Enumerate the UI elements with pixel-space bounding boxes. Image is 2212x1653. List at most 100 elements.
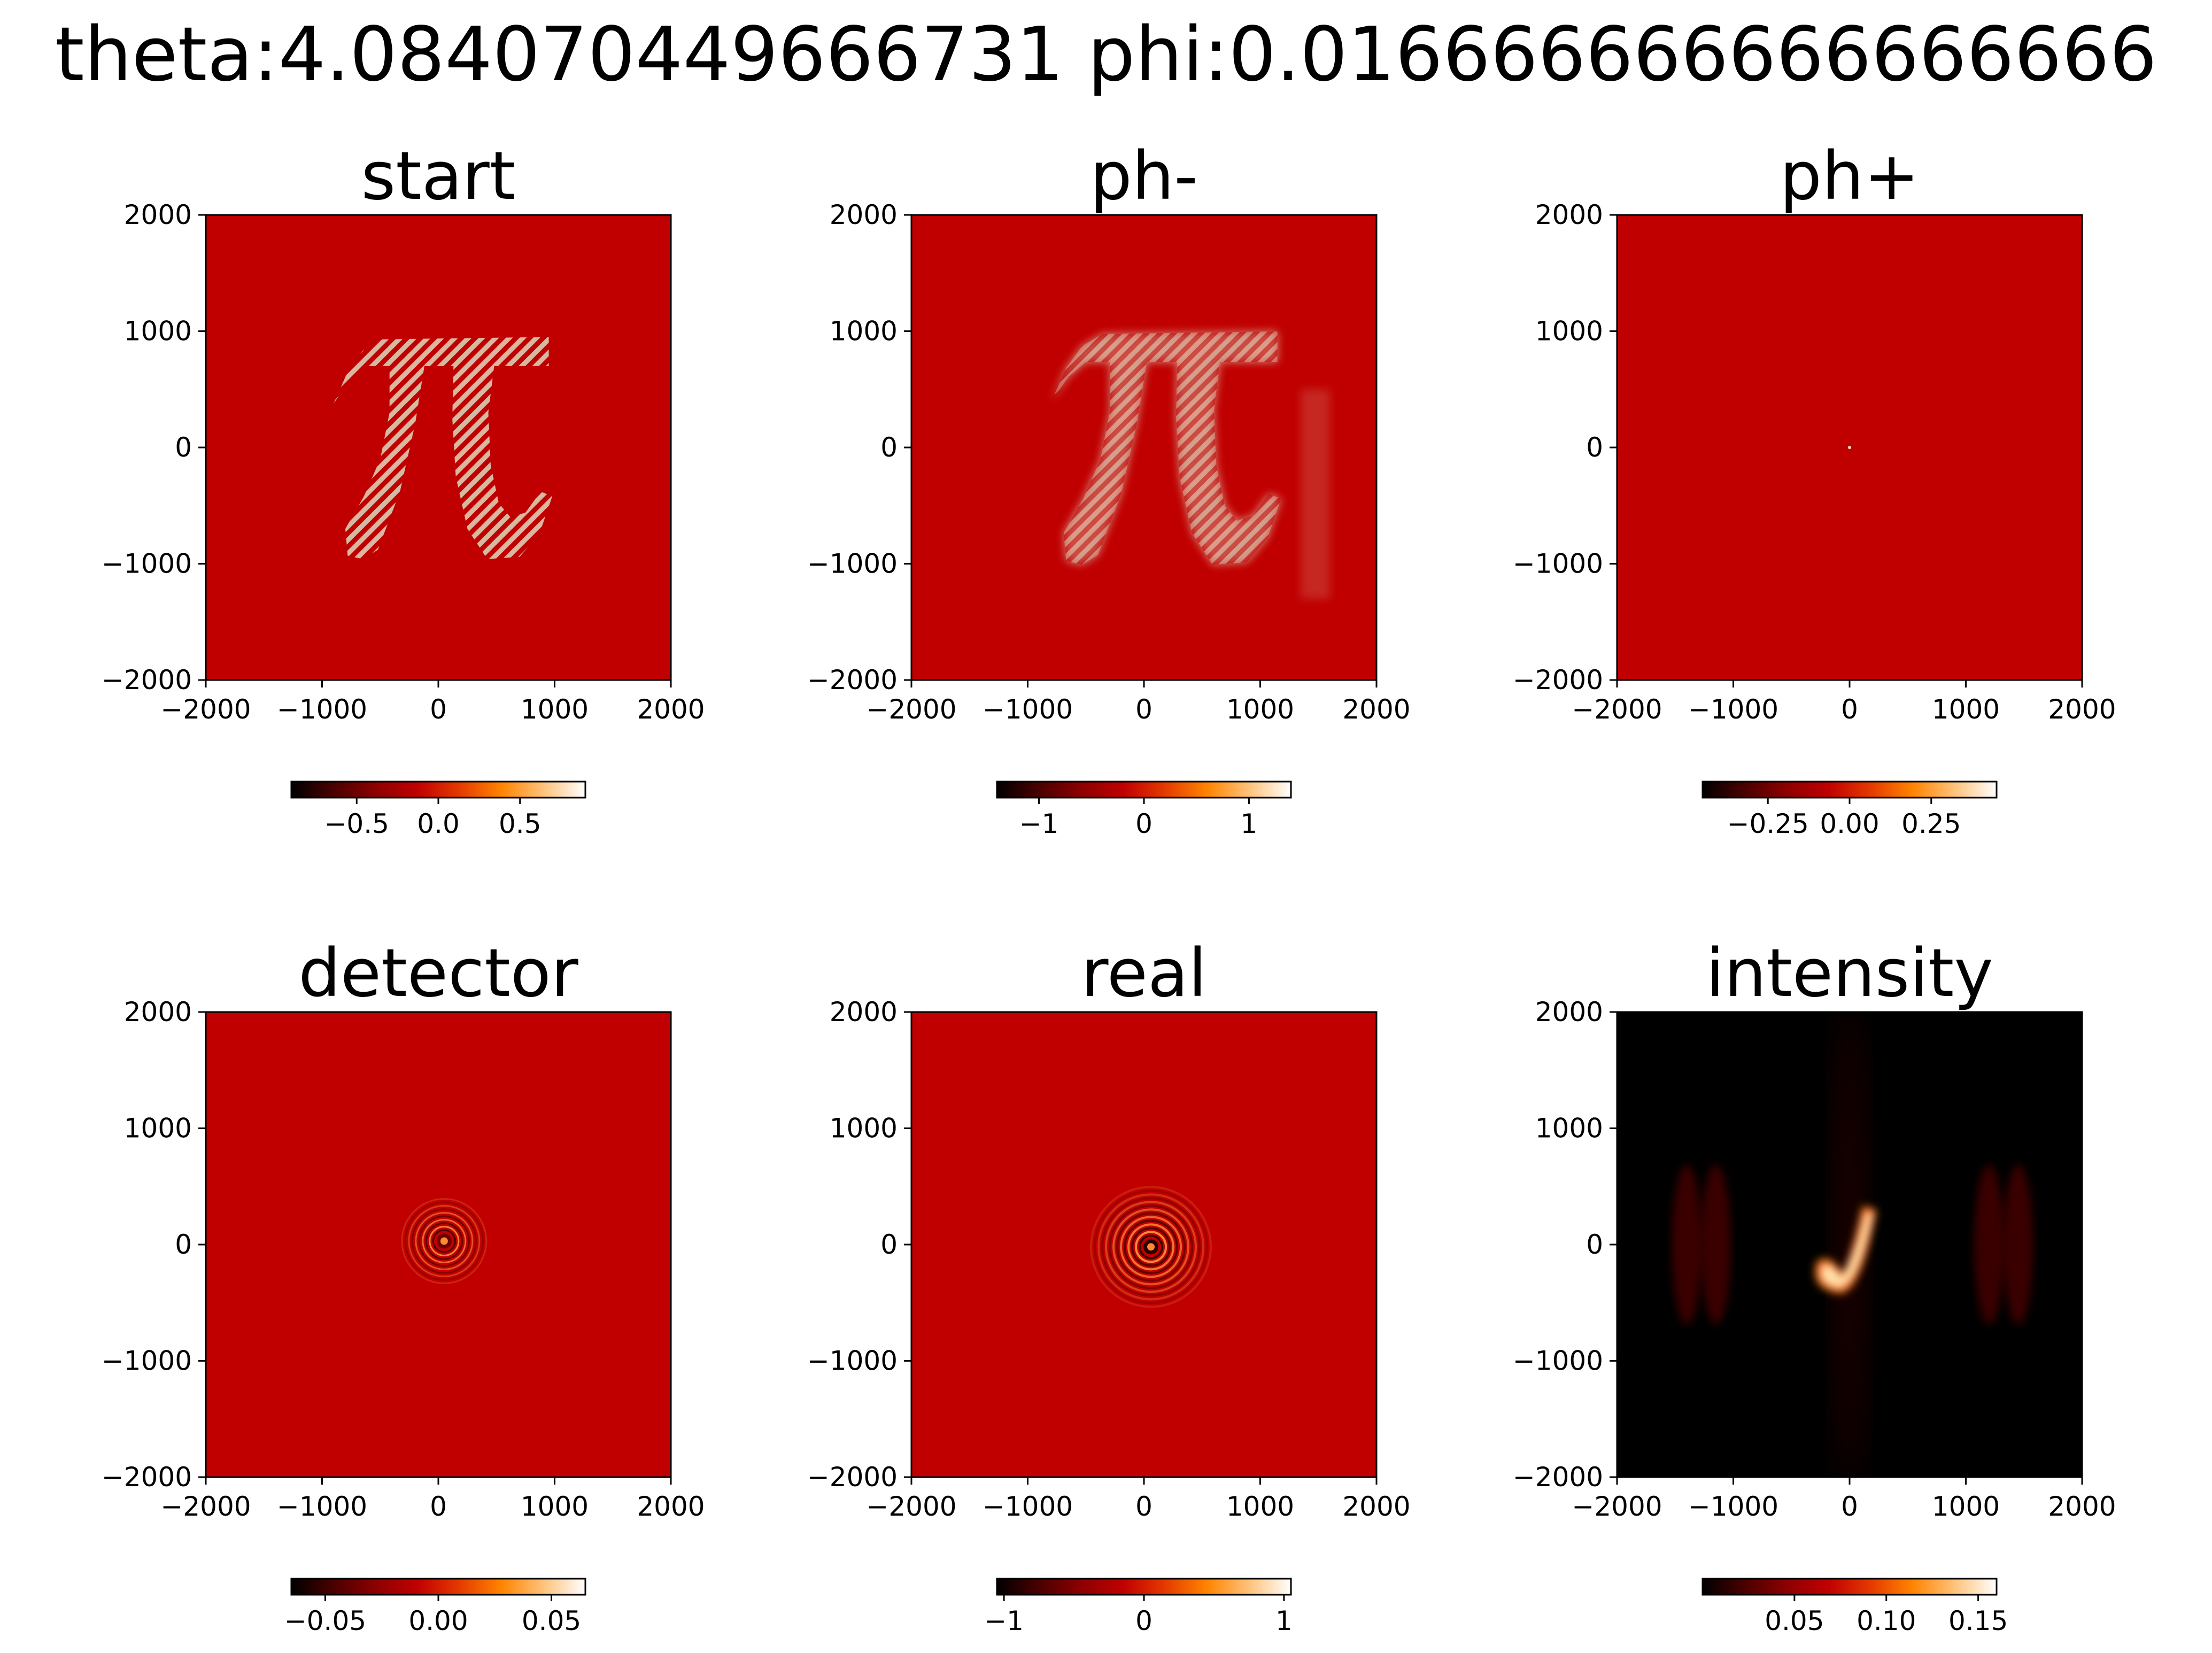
figure-suptitle: theta:4.084070449666731 phi:0.0166666666…	[55, 11, 2157, 98]
y-tick-label: −2000	[102, 1462, 192, 1493]
y-tick-label: 1000	[1535, 1113, 1603, 1144]
colorbar-tick-label: 1	[1275, 1605, 1293, 1636]
side-lobe	[1672, 1164, 1702, 1325]
colorbar-tick-label: 0.10	[1857, 1605, 1916, 1636]
y-tick-label: 0	[1586, 1229, 1603, 1260]
x-tick-label: −2000	[160, 694, 251, 725]
x-tick-label: 2000	[1342, 1491, 1410, 1522]
interference-ring	[1131, 1227, 1171, 1267]
interference-ring	[1139, 1234, 1164, 1260]
x-tick-label: 2000	[637, 1491, 705, 1522]
pi-symbol-hatch	[1051, 331, 1281, 565]
interference-ring	[1135, 1231, 1167, 1263]
interference-ring	[422, 1218, 467, 1263]
interference-ring	[1127, 1223, 1175, 1271]
interference-ring	[1090, 1186, 1212, 1308]
colorbar-tick-label: 0.00	[408, 1605, 468, 1636]
x-tick-label: 0	[430, 694, 447, 725]
colorbar-tick-label: 0.15	[1948, 1605, 2008, 1636]
interference-ring	[1120, 1216, 1182, 1278]
x-tick-label: 1000	[1226, 694, 1294, 725]
interference-ring	[415, 1211, 474, 1270]
y-tick-label: 0	[880, 432, 898, 463]
colorbar-tick-label: 0.5	[499, 808, 542, 839]
colorbar-tick-label: −0.25	[1727, 808, 1809, 839]
interference-ring	[1094, 1189, 1209, 1304]
colorbar-tick-label: 0.25	[1901, 808, 1961, 839]
x-tick-label: 1000	[521, 694, 589, 725]
x-tick-label: −1000	[277, 694, 367, 725]
colorbar-tick-label: 0.05	[522, 1605, 581, 1636]
x-tick-label: 0	[1841, 694, 1858, 725]
ring-core	[1147, 1243, 1155, 1251]
interference-ring	[401, 1198, 488, 1284]
y-tick-label: −2000	[807, 665, 898, 696]
x-tick-label: −2000	[1572, 694, 1662, 725]
intensity-blob	[1815, 1206, 1877, 1294]
heatmap-background	[206, 215, 671, 680]
colorbar-frame	[1701, 1578, 1998, 1596]
pi-symbol	[334, 337, 553, 559]
colorbar-tick-label: −0.05	[284, 1605, 366, 1636]
x-tick-label: 0	[430, 1491, 447, 1522]
x-tick-label: −2000	[866, 694, 956, 725]
y-tick-label: −2000	[1513, 1462, 1603, 1493]
x-tick-label: 2000	[2048, 1491, 2116, 1522]
x-tick-label: −1000	[1688, 1491, 1778, 1522]
colorbar-tick-label: 0.05	[1765, 1605, 1824, 1636]
heatmap-image	[1617, 215, 2082, 680]
panel-start: start −2000 −1000 0 1000 2000 2000 1000 0 −1000 −2…	[102, 138, 705, 839]
y-tick-label: 0	[880, 1229, 898, 1260]
x-tick-label: 0	[1841, 1491, 1858, 1522]
y-tick-label: −2000	[1513, 665, 1603, 696]
heatmap-image	[911, 215, 1376, 680]
panel-title: start	[361, 138, 516, 215]
panel-real: real −2000 −1000 0 1000 2000 2000 1000 0 −1000 −20…	[807, 935, 1411, 1636]
colorbar-tick-label: 1	[1241, 808, 1258, 839]
x-tick-label: 0	[1135, 1491, 1153, 1522]
colorbar-tick-label: 0	[1135, 1605, 1153, 1636]
side-lobe	[1974, 1164, 2004, 1325]
colorbar-tick-label: 0	[1135, 808, 1153, 839]
x-tick-label: 2000	[2048, 694, 2116, 725]
y-tick-label: 0	[1586, 432, 1603, 463]
x-tick-label: −2000	[866, 1491, 956, 1522]
y-tick-label: 2000	[124, 199, 192, 230]
blob-core	[1822, 1213, 1872, 1287]
x-tick-label: 1000	[1932, 694, 2000, 725]
interference-ring	[1097, 1193, 1205, 1301]
interference-ring	[404, 1201, 484, 1281]
interference-ring	[411, 1208, 477, 1274]
y-tick-label: 1000	[124, 1113, 192, 1144]
x-tick-label: −2000	[160, 1491, 251, 1522]
y-tick-label: 2000	[830, 997, 898, 1028]
interference-ring	[1116, 1212, 1186, 1282]
y-tick-label: −1000	[1513, 1346, 1603, 1377]
panel-title: detector	[298, 935, 578, 1012]
colorbar-tick-label: −1	[984, 1605, 1024, 1636]
y-tick-label: 1000	[830, 316, 898, 347]
center-dot	[1848, 446, 1851, 449]
y-tick-label: −2000	[102, 665, 192, 696]
heatmap-image	[206, 215, 671, 680]
panel-intensity: intensity −2000 −1000 0 1000 2000 2000 1000 0 −10…	[1513, 935, 2116, 1636]
x-tick-label: 0	[1135, 694, 1153, 725]
x-tick-label: −1000	[983, 1491, 1073, 1522]
colorbar	[291, 782, 585, 798]
vertical-streak	[1838, 1012, 1861, 1477]
y-tick-label: 1000	[124, 316, 192, 347]
colorbar-tick-label: 0.00	[1820, 808, 1879, 839]
y-tick-label: −1000	[807, 1346, 898, 1377]
panel-title: ph+	[1780, 138, 1919, 215]
panel-detector: detector −2000 −1000 0 1000 2000 2000 1000 0 −100…	[102, 935, 705, 1636]
panel-title: intensity	[1706, 935, 1993, 1012]
panel-title: ph-	[1090, 138, 1198, 215]
y-tick-label: 2000	[1535, 199, 1603, 230]
x-tick-label: −1000	[983, 694, 1073, 725]
interference-ring	[418, 1215, 470, 1267]
y-tick-label: 2000	[124, 997, 192, 1028]
x-tick-label: −2000	[1572, 1491, 1662, 1522]
side-lobe	[2003, 1164, 2033, 1325]
x-tick-label: −1000	[1688, 694, 1778, 725]
